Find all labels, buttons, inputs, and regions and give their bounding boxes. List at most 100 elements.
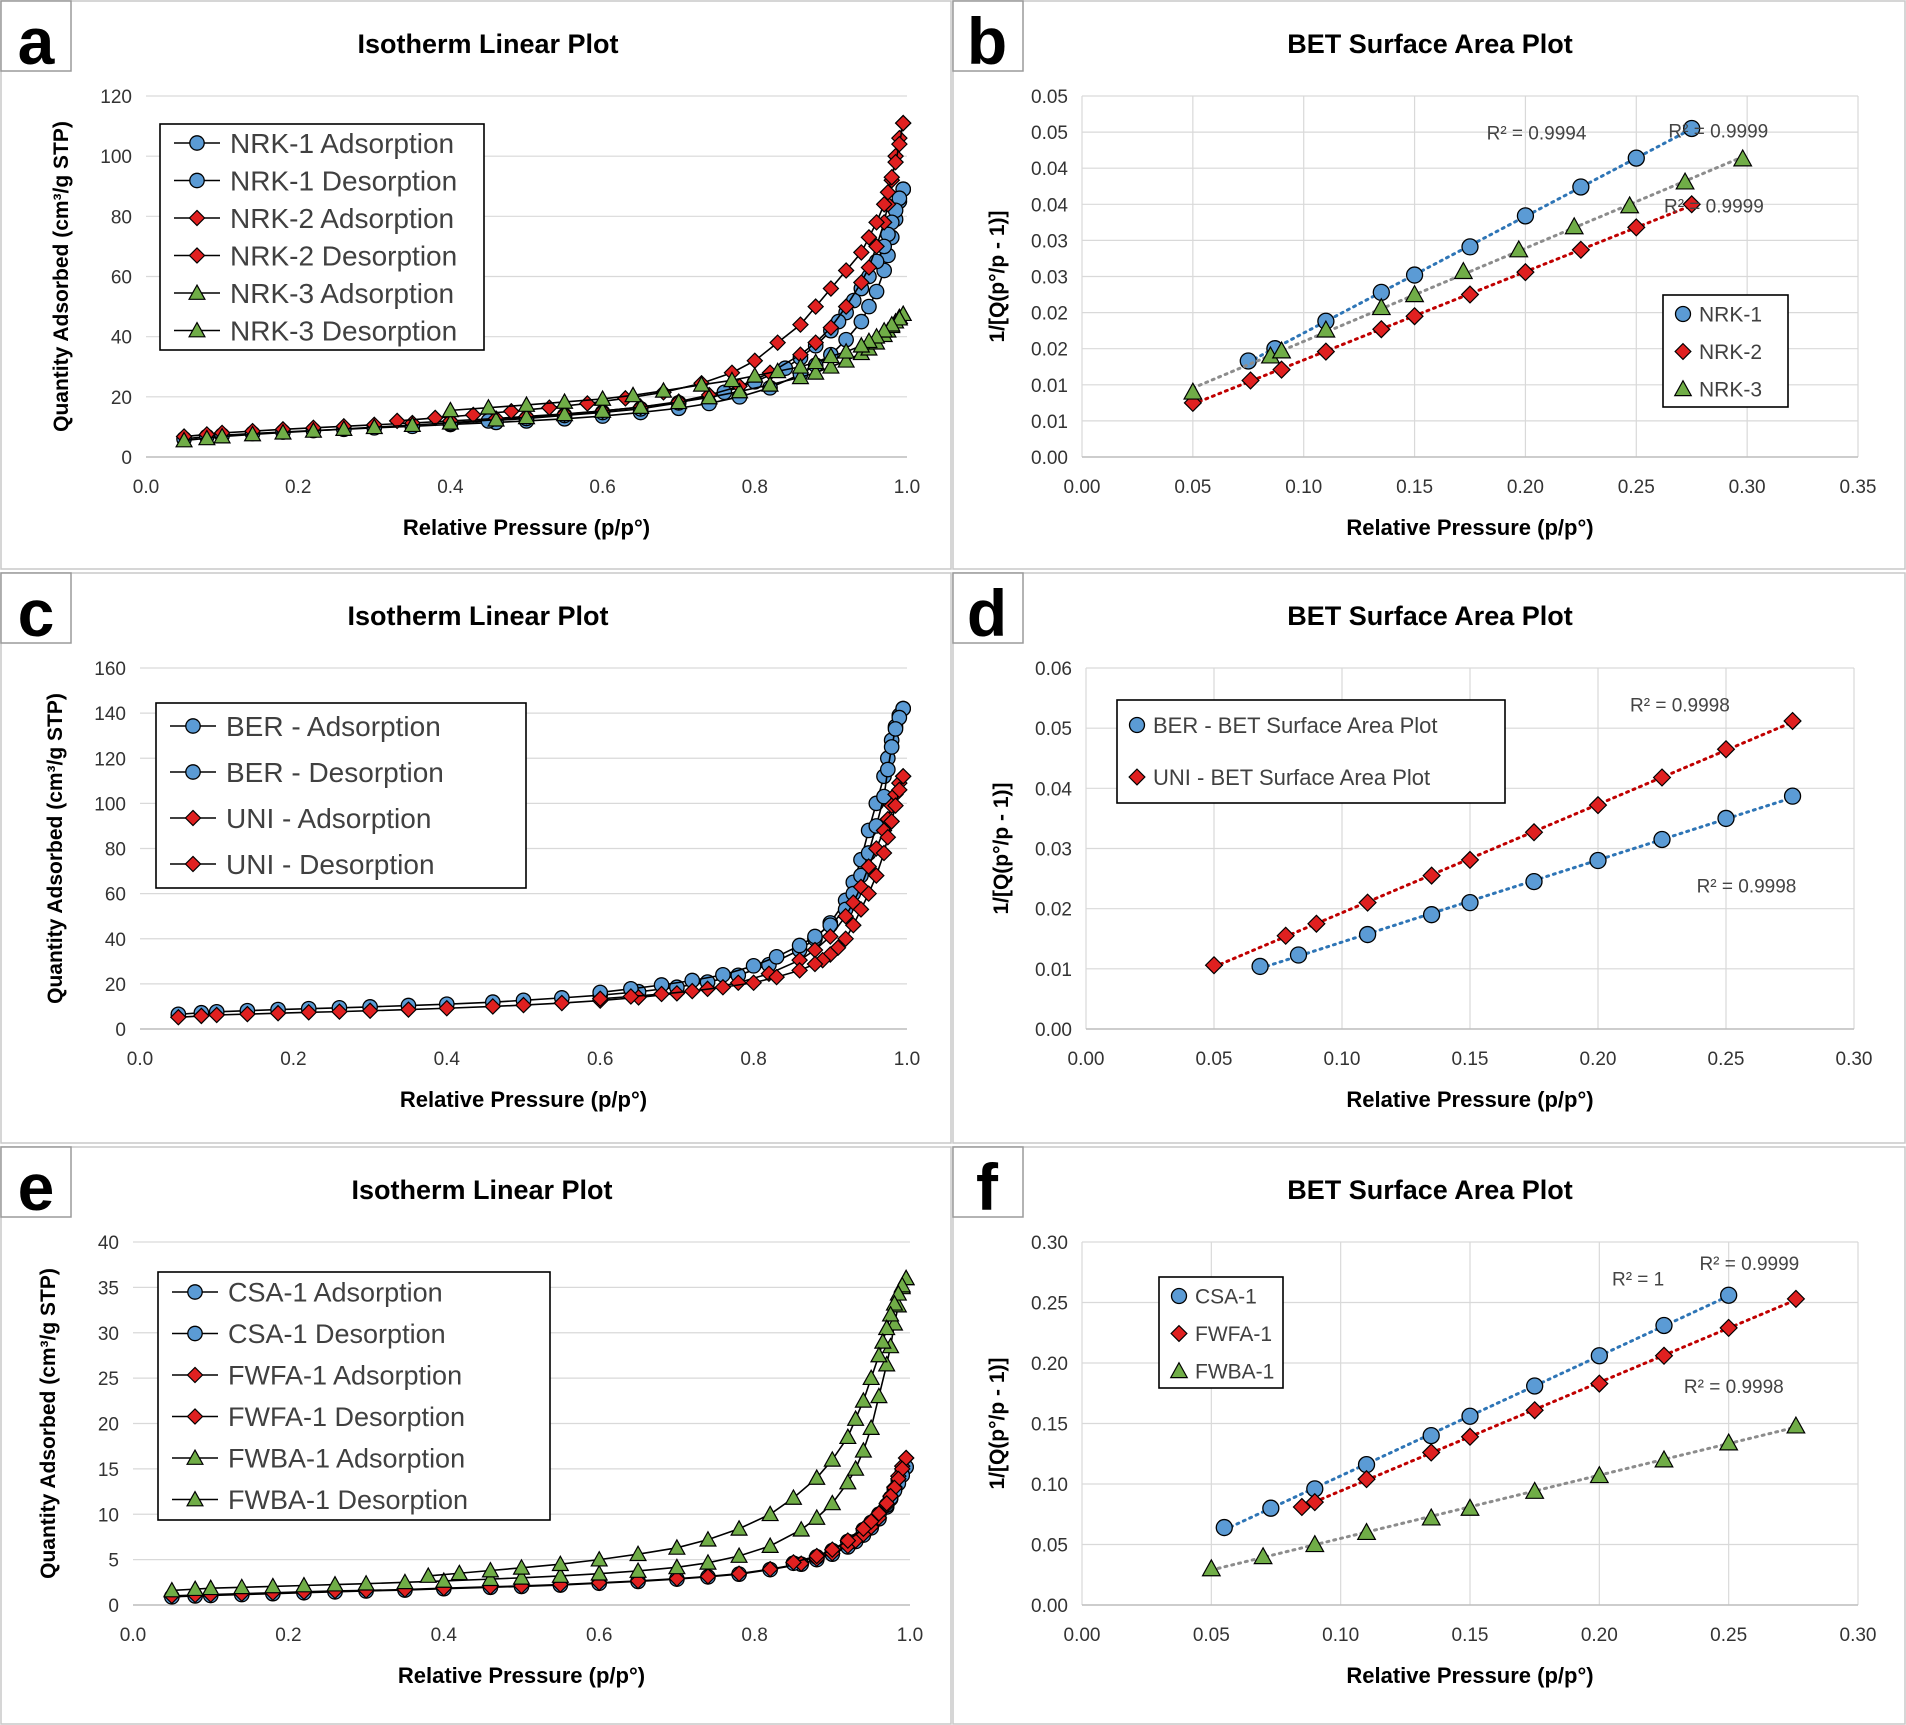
data-point	[1356, 1522, 1377, 1541]
data-point	[1516, 207, 1535, 225]
data-point	[761, 1536, 780, 1553]
trendline	[1300, 1298, 1798, 1509]
data-point	[877, 1355, 896, 1372]
data-point	[326, 1575, 344, 1592]
data-point	[669, 393, 688, 410]
y-tick-label: 40	[111, 328, 132, 349]
data-point	[877, 1319, 896, 1336]
data-point	[201, 1579, 220, 1596]
data-point	[1239, 352, 1257, 370]
legend-label: FWBA-1 Desorption	[228, 1485, 468, 1515]
x-tick-label: 0.20	[1507, 477, 1544, 498]
data-point	[883, 813, 901, 830]
data-point	[875, 195, 893, 213]
legend-label: NRK-3 Desorption	[230, 316, 457, 347]
data-point	[1357, 1469, 1376, 1489]
series-1	[1204, 711, 1802, 975]
data-point	[890, 309, 909, 326]
y-tick-label: 0.05	[1035, 719, 1072, 740]
y-axis-label: Quantity Adsorbed (cm³/g STP)	[44, 693, 67, 1004]
legend-label: NRK-3	[1699, 379, 1762, 402]
x-tick-label: 0.2	[280, 1049, 306, 1070]
data-point	[667, 1538, 686, 1555]
x-tick-label: 0.4	[437, 477, 464, 498]
data-point	[590, 1564, 609, 1581]
legend-marker	[186, 1408, 204, 1425]
legend-marker	[1674, 342, 1692, 361]
x-tick-label: 0.20	[1581, 1625, 1618, 1646]
data-point	[853, 313, 870, 330]
data-point	[622, 988, 640, 1005]
legend-label: BER - Adsorption	[226, 711, 441, 742]
data-point	[861, 298, 877, 315]
data-point	[631, 397, 650, 414]
chart-title: Isotherm Linear Plot	[351, 1175, 612, 1205]
y-tick-label: 10	[98, 1505, 119, 1526]
x-tick-label: 0.25	[1710, 1625, 1747, 1646]
data-point	[591, 990, 609, 1008]
y-tick-label: 0.02	[1031, 340, 1068, 361]
y-tick-label: 0.20	[1031, 1354, 1068, 1375]
data-point	[1241, 371, 1260, 390]
data-point	[839, 1532, 857, 1549]
data-point	[1653, 830, 1671, 849]
x-tick-label: 0.00	[1068, 1049, 1105, 1070]
data-point	[192, 1007, 210, 1025]
data-point	[1422, 866, 1441, 885]
y-tick-label: 0.04	[1031, 195, 1068, 216]
series-0	[1251, 787, 1802, 976]
data-point	[862, 1418, 881, 1435]
data-point	[1572, 178, 1590, 196]
r-squared-label: R² = 0.9999	[1664, 196, 1764, 217]
data-point	[232, 1578, 251, 1595]
data-point	[1460, 850, 1480, 870]
legend-label: FWBA-1	[1195, 1361, 1274, 1384]
y-tick-label: 0.05	[1031, 1536, 1068, 1557]
data-point	[854, 1391, 873, 1408]
data-point	[419, 1566, 438, 1583]
data-point	[1786, 1415, 1806, 1434]
data-point	[434, 1571, 453, 1588]
data-point	[785, 1553, 802, 1571]
x-tick-label: 0.30	[1729, 477, 1766, 498]
x-tick-label: 0.25	[1618, 477, 1655, 498]
data-point	[169, 1008, 187, 1026]
legend-marker	[1170, 1324, 1188, 1343]
panel-label-box	[952, 0, 1024, 72]
data-point	[1719, 1318, 1738, 1338]
panel-label-box	[0, 572, 72, 644]
data-point	[300, 1003, 318, 1021]
data-point	[1627, 218, 1646, 237]
data-point	[882, 315, 901, 332]
x-tick-label: 0.15	[1396, 477, 1433, 498]
data-point	[1524, 1481, 1545, 1499]
y-tick-label: 0	[115, 1020, 126, 1041]
data-point	[1589, 851, 1607, 870]
data-point	[1588, 795, 1608, 815]
data-point	[745, 366, 764, 383]
data-point	[1524, 823, 1544, 842]
data-point	[890, 135, 908, 153]
x-tick-label: 0.2	[275, 1625, 301, 1646]
data-point	[512, 1558, 531, 1575]
y-tick-label: 0.01	[1031, 412, 1068, 433]
data-point	[807, 298, 825, 315]
legend-marker	[187, 1325, 203, 1342]
y-tick-label: 60	[105, 885, 126, 906]
data-point	[1272, 360, 1291, 379]
x-tick-label: 0.15	[1452, 1049, 1489, 1070]
x-tick-label: 1.0	[894, 1049, 920, 1070]
data-point	[653, 985, 670, 1003]
chart-panel-c: c Isotherm Linear Plot 0 20 40 60 80 100 120 140 1…	[0, 572, 952, 1144]
data-point	[837, 351, 856, 368]
x-tick-label: 0.6	[587, 1049, 613, 1070]
data-point	[403, 415, 422, 433]
data-point	[361, 1002, 379, 1020]
legend-box	[157, 1271, 551, 1521]
y-tick-label: 0.03	[1031, 231, 1068, 252]
x-tick-label: 0.15	[1452, 1625, 1489, 1646]
x-tick-label: 0.2	[285, 477, 311, 498]
data-point	[854, 1520, 872, 1538]
data-point	[555, 405, 574, 422]
legend-label: NRK-1 Adsorption	[230, 128, 454, 159]
